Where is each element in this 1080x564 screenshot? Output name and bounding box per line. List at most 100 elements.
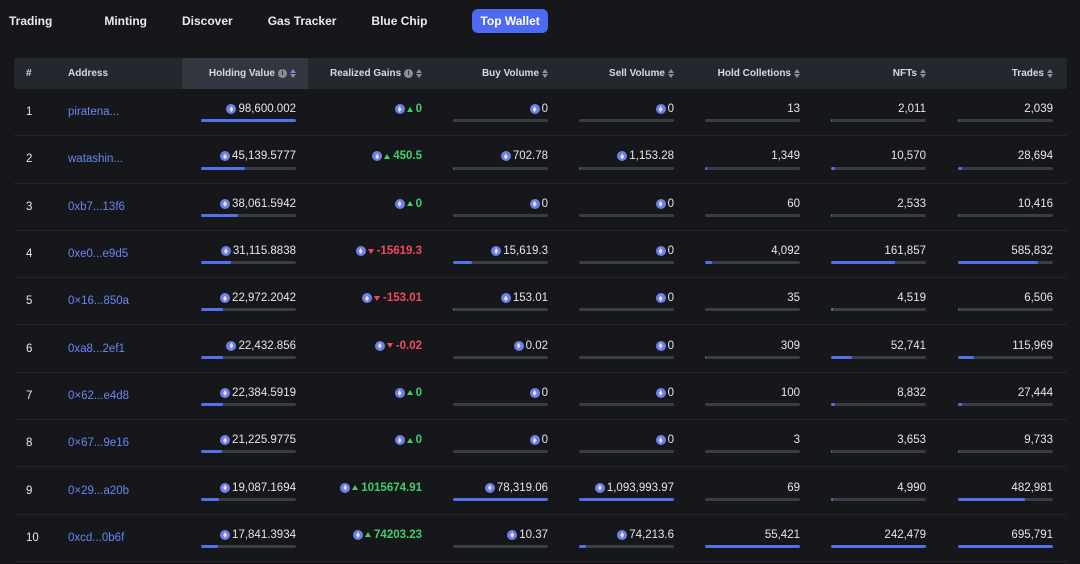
progress-bar [958, 450, 1053, 454]
info-icon[interactable]: i [278, 69, 287, 78]
cell-value-group: 9,733 [1024, 434, 1053, 446]
sort-icon[interactable] [542, 69, 548, 78]
sell-volume-cell: 74,213.6 [560, 515, 686, 561]
col-holding-value-header[interactable]: Holding Value i [182, 58, 308, 89]
trades-cell: 482,981 [938, 467, 1065, 513]
table-row[interactable]: 4 0xe0...e9d5 31,115.8838 -15619.3 15,619.3 0… [14, 231, 1067, 279]
table-row[interactable]: 5 0×16...850a 22,972.2042 -153.01 153.01 0 35 4… [14, 278, 1067, 326]
trades-cell: 585,832 [938, 231, 1065, 277]
tab-blue-chip[interactable]: Blue Chip [371, 14, 428, 28]
cell-value: 78,319.06 [496, 481, 548, 494]
tab-trading[interactable]: Trading [9, 14, 53, 28]
col-buy-volume-header[interactable]: Buy Volume [434, 58, 560, 89]
realized-gains-value: 0 [415, 434, 422, 447]
sort-icon[interactable] [290, 69, 296, 78]
tab-discover[interactable]: Discover [182, 14, 233, 28]
wallet-address-link[interactable]: 0×16...850a [68, 295, 130, 308]
cell-value-group: 702.78 [500, 150, 548, 162]
progress-bar [579, 308, 674, 312]
table-row[interactable]: 8 0×67...9e16 21,225.9775 0 0 0 3 3,653 9,733 [14, 420, 1067, 468]
table-row[interactable]: 10 0xcd...0b6f 17,841.3934 74203.23 10.37 74,… [14, 515, 1067, 562]
progress-bar [705, 308, 800, 312]
cell-value: 52,741 [890, 339, 926, 352]
cell-value: 242,479 [884, 528, 926, 541]
cell-value-group: 8,832 [897, 387, 926, 399]
col-trades-header[interactable]: Trades [938, 58, 1065, 89]
buy-volume-cell: 153.01 [434, 278, 560, 324]
wallet-address-link[interactable]: 0xa8...2ef1 [68, 342, 125, 355]
sort-icon[interactable] [1047, 69, 1053, 78]
cell-value-group: 0 [394, 198, 422, 210]
cell-value: 0 [667, 386, 674, 399]
cell-value-group: 13 [787, 103, 800, 115]
cell-value-group: 0 [529, 387, 548, 399]
buy-volume-cell: 0 [434, 89, 560, 135]
progress-bar-fill [201, 213, 239, 217]
wallet-address-link[interactable]: 0xb7...13f6 [68, 200, 125, 213]
progress-bar [958, 355, 1053, 359]
progress-bar [201, 497, 296, 501]
cell-value: 2,011 [898, 103, 926, 116]
progress-bar [201, 166, 296, 170]
progress-bar [831, 213, 926, 217]
cell-value-group: 0 [655, 103, 674, 115]
cell-value: 74,213.6 [629, 528, 674, 541]
realized-gains-cell: 74203.23 [308, 515, 434, 561]
col-hold-collections-header[interactable]: Hold Colletions [686, 58, 812, 89]
tab-gas-tracker[interactable]: Gas Tracker [267, 14, 337, 28]
progress-bar-fill [453, 497, 548, 501]
cell-value-group: 585,832 [1011, 245, 1053, 257]
table-row[interactable]: 6 0xa8...2ef1 22,432.856 -0.02 0.02 0 309 52,74… [14, 325, 1067, 373]
cell-value: 17,841.3934 [232, 528, 296, 541]
wallet-address-link[interactable]: 0×62...e4d8 [68, 389, 130, 402]
cell-value: 0 [541, 103, 548, 116]
wallet-address-link[interactable]: watashin... [68, 153, 123, 166]
cell-value: 0 [541, 197, 548, 210]
eth-icon [355, 246, 366, 257]
trades-cell: 9,733 [938, 420, 1065, 466]
sort-icon[interactable] [794, 69, 800, 78]
eth-icon [655, 293, 666, 304]
wallet-address-link[interactable]: 0xcd...0b6f [68, 531, 125, 544]
wallet-address-link[interactable]: 0×67...9e16 [68, 437, 130, 450]
progress-bar-fill [201, 166, 245, 170]
progress-bar [705, 213, 800, 217]
wallet-address-link[interactable]: 0xe0...e9d5 [68, 248, 129, 261]
cell-value-group: 21,225.9775 [220, 434, 296, 446]
col-realized-gains-header[interactable]: Realized Gains i [308, 58, 434, 89]
table-row[interactable]: 7 0×62...e4d8 22,384.5919 0 0 0 100 8,832 27,444 [14, 373, 1067, 421]
table-row[interactable]: 9 0×29...a20b 19,087.1694 1015674.91 78,319.… [14, 467, 1067, 515]
sell-volume-cell: 0 [560, 278, 686, 324]
col-trades-label: Trades [1011, 68, 1044, 79]
cell-value: 98,600.002 [238, 103, 296, 116]
cell-value-group: 1,349 [771, 150, 800, 162]
table-row[interactable]: 1 piratena... 98,600.002 0 0 0 13 2,011 2,039 [14, 89, 1067, 137]
sort-icon[interactable] [920, 69, 926, 78]
progress-bar [958, 403, 1053, 407]
cell-value-group: 45,139.5777 [220, 150, 296, 162]
arrow-down-icon [373, 295, 380, 301]
col-nfts-header[interactable]: NFTs [812, 58, 938, 89]
holding-value-cell: 31,115.8838 [182, 231, 308, 277]
sort-icon[interactable] [416, 69, 422, 78]
table-row[interactable]: 2 watashin... 45,139.5777 450.5 702.78 1,153.… [14, 136, 1067, 184]
progress-bar-fill [958, 497, 1025, 501]
cell-value-group: 0 [529, 197, 548, 210]
table-row[interactable]: 3 0xb7...13f6 38,061.5942 0 0 0 60 2,533 10,416 [14, 184, 1067, 231]
progress-bar [831, 355, 926, 359]
tab-minting[interactable]: Minting [104, 14, 147, 28]
trades-cell: 28,694 [938, 136, 1065, 182]
holding-value-cell: 22,432.856 [182, 325, 308, 371]
col-sell-volume-header[interactable]: Sell Volume [560, 58, 686, 89]
sort-icon[interactable] [668, 69, 674, 78]
cell-value: 1,153.28 [629, 150, 674, 163]
progress-bar [453, 450, 548, 454]
progress-bar-fill [579, 544, 586, 548]
progress-bar [831, 119, 926, 123]
wallet-address-link[interactable]: piratena... [68, 106, 120, 119]
buy-volume-cell: 15,619.3 [434, 231, 560, 277]
wallet-address-link[interactable]: 0×29...a20b [68, 484, 130, 497]
info-icon[interactable]: i [404, 69, 413, 78]
cell-value-group: 242,479 [884, 529, 926, 541]
tab-top-wallet[interactable]: Top Wallet [472, 9, 548, 33]
